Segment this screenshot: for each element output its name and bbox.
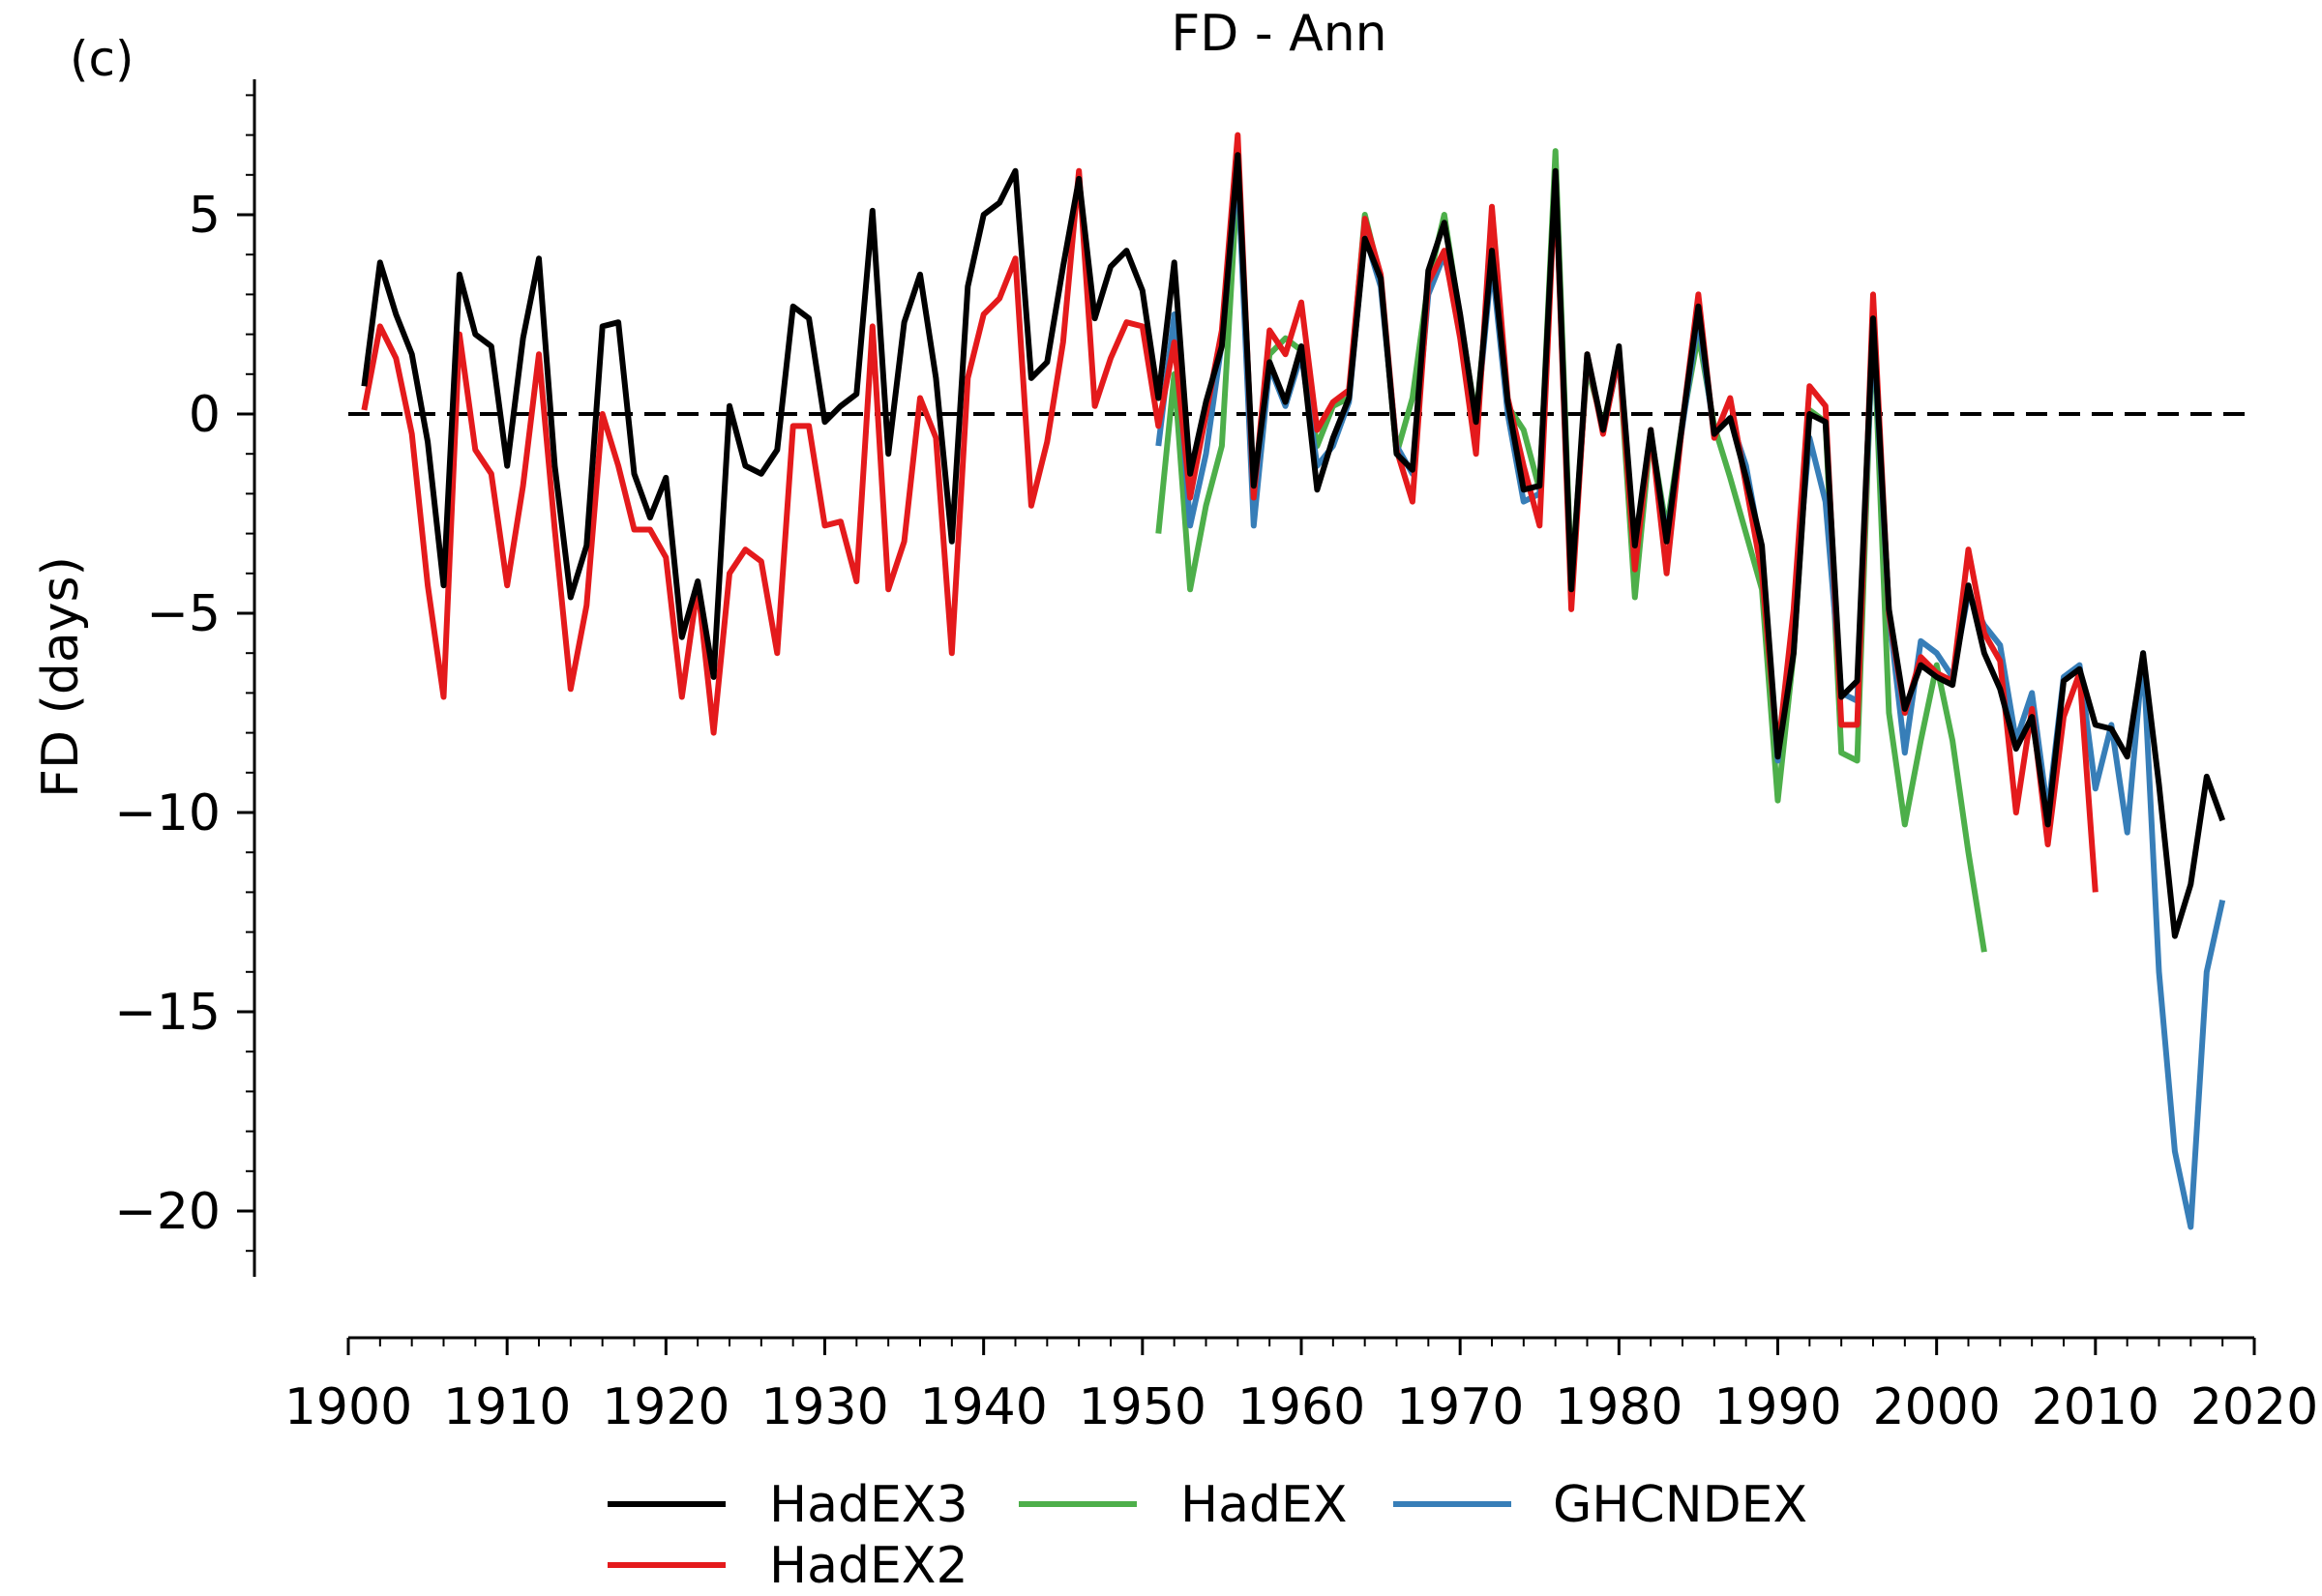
legend-label-ghcndex: GHCNDEX [1553,1476,1807,1534]
legend: HadEX3 HadEX2 HadEX GHCNDEX [608,1476,1807,1595]
x-tick-label: 1950 [1079,1378,1206,1436]
panel-label: (c) [70,31,134,87]
y-tick-label: −20 [114,1183,221,1241]
y-axis-label: FD (days) [32,556,90,798]
y-ticks: 5 0 −5 −10 −15 −20 [114,94,254,1253]
x-tick-label: 2000 [1872,1378,2000,1436]
x-tick-label: 1940 [919,1378,1047,1436]
x-tick-label: 2010 [2032,1378,2159,1436]
y-tick-label: −10 [114,784,221,842]
y-tick-label: 0 [189,386,221,444]
series-line-hadex3 [361,152,2226,939]
x-tick-label: 1920 [602,1378,729,1436]
y-tick-label: −15 [114,984,221,1042]
legend-label-hadex3: HadEX3 [769,1476,968,1534]
x-tick-label: 1960 [1237,1378,1365,1436]
x-ticks: 1900 1910 1920 1930 1940 1950 1960 1970 1980 1990… [284,1338,2318,1436]
y-tick-label: −5 [146,585,221,643]
series-lines [361,132,2226,1230]
y-tick-label: 5 [189,187,221,245]
x-tick-label: 1910 [443,1378,571,1436]
x-tick-label: 1970 [1396,1378,1524,1436]
chart-title: FD - Ann [1171,5,1386,63]
legend-label-hadex: HadEX [1180,1476,1347,1534]
x-tick-label: 1900 [284,1378,412,1436]
x-tick-label: 1990 [1713,1378,1841,1436]
x-tick-label: 2020 [2190,1378,2318,1436]
x-tick-label: 1980 [1555,1378,1682,1436]
x-tick-label: 1930 [760,1378,888,1436]
legend-label-hadex2: HadEX2 [769,1537,968,1595]
